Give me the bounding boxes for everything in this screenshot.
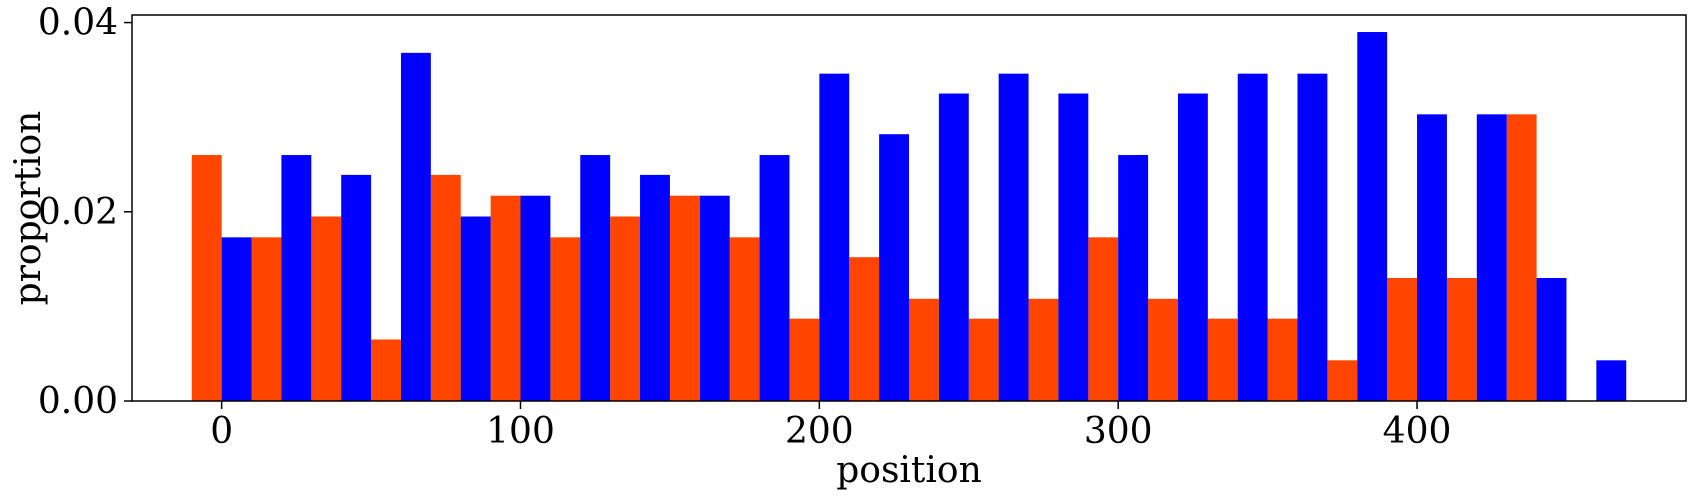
- bar-series1-12: [909, 298, 939, 401]
- y-axis: 0.00 0.02 0.04: [38, 3, 132, 422]
- bar-series1-19: [1327, 360, 1358, 401]
- bar-series1-7: [610, 216, 641, 401]
- bar-series1-2: [311, 216, 342, 401]
- bar-series2-11: [879, 134, 909, 402]
- bar-series2-1: [281, 155, 312, 401]
- bar-series1-16: [1148, 298, 1178, 401]
- bar-series1-11: [849, 257, 880, 401]
- bar-series1-9: [729, 237, 760, 401]
- bar-series2-20: [1417, 114, 1447, 402]
- bar-series2-14: [1058, 93, 1089, 402]
- bar-series1-17: [1207, 318, 1238, 401]
- bar-series2-19: [1357, 32, 1388, 401]
- bar-series2-8: [699, 195, 730, 401]
- x-tick-label: 200: [785, 411, 854, 452]
- bar-series2-6: [580, 155, 611, 401]
- bar-series1-22: [1506, 114, 1537, 402]
- x-tick-label: 0: [210, 411, 233, 452]
- bar-series1-0: [191, 155, 222, 401]
- bar-series2-16: [1177, 93, 1208, 402]
- bars-layer: [191, 32, 1627, 402]
- bar-series2-21: [1476, 114, 1507, 402]
- bar-series2-23: [1596, 360, 1627, 401]
- bar-series1-5: [490, 195, 521, 401]
- y-tick-label: 0.04: [38, 3, 118, 44]
- bar-series2-13: [998, 73, 1029, 401]
- y-tick-label: 0.02: [38, 192, 118, 233]
- bar-series2-9: [759, 155, 790, 401]
- bar-series2-0: [221, 237, 252, 401]
- x-tick-label: 400: [1383, 411, 1452, 452]
- bar-series2-18: [1297, 73, 1328, 401]
- bar-series2-5: [520, 195, 551, 401]
- bar-series1-3: [371, 339, 401, 401]
- plot-frame: [131, 14, 1687, 402]
- bar-series2-12: [938, 93, 969, 402]
- bar-series2-4: [460, 216, 491, 401]
- y-tick-label: 0.00: [38, 381, 118, 422]
- bar-series1-15: [1088, 237, 1119, 401]
- bar-series1-8: [669, 195, 700, 401]
- y-axis-title: proportion: [8, 111, 49, 306]
- x-tick-label: 300: [1084, 411, 1153, 452]
- bar-series1-13: [968, 318, 999, 401]
- x-axis-title: position: [836, 450, 982, 491]
- bar-series1-20: [1387, 278, 1418, 401]
- bar-series1-4: [430, 174, 461, 401]
- bar-series2-22: [1536, 278, 1567, 401]
- bar-series1-6: [550, 237, 581, 401]
- bar-series2-2: [341, 174, 372, 401]
- x-axis: 0 100 200 300 400: [210, 401, 1451, 452]
- bar-series1-18: [1267, 318, 1298, 401]
- x-tick-label: 100: [486, 411, 555, 452]
- bar-series2-3: [400, 52, 431, 401]
- bar-series2-15: [1118, 155, 1149, 401]
- bar-series1-21: [1446, 278, 1477, 401]
- bar-series2-7: [640, 174, 670, 401]
- bar-series1-10: [789, 318, 820, 401]
- bar-series2-10: [819, 73, 850, 401]
- bar-series2-17: [1237, 73, 1268, 401]
- bar-series1-14: [1028, 298, 1059, 401]
- bar-series1-1: [251, 237, 282, 401]
